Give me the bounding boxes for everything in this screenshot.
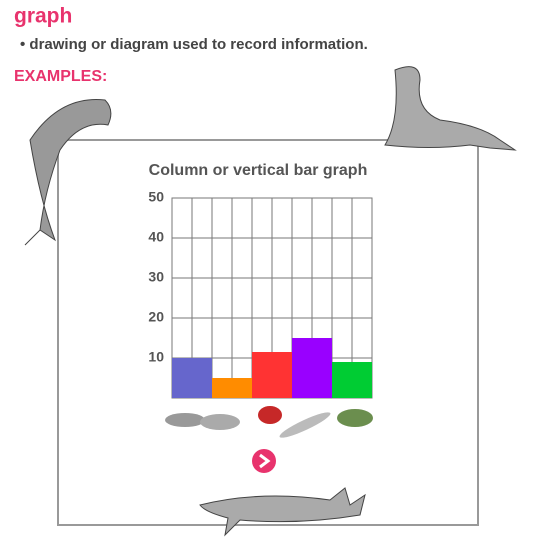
- bar: [332, 362, 372, 398]
- seal-illustration: [385, 67, 515, 150]
- y-tick-label: 40: [148, 229, 164, 245]
- definition: • drawing or diagram used to record info…: [20, 36, 368, 53]
- y-tick-label: 10: [148, 349, 164, 365]
- chart-title: Column or vertical bar graph: [149, 162, 368, 179]
- bar: [292, 338, 332, 398]
- page: graph • drawing or diagram used to recor…: [0, 0, 533, 538]
- bar: [212, 378, 252, 398]
- y-tick-label: 50: [148, 189, 164, 205]
- examples-label: EXAMPLES:: [14, 68, 107, 85]
- next-button[interactable]: [252, 449, 276, 473]
- y-tick-label: 20: [148, 309, 164, 325]
- bar: [172, 358, 212, 398]
- y-tick-label: 30: [148, 269, 164, 285]
- bar: [252, 352, 292, 398]
- page-title: graph: [14, 5, 72, 28]
